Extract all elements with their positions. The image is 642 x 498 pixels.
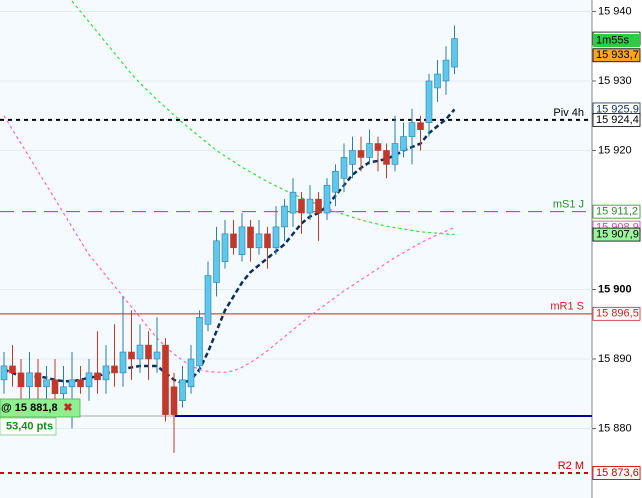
price-label-box — [592, 112, 641, 127]
y-tick-label: 15 880 — [598, 422, 632, 434]
price-label: 15 924,4 — [596, 114, 639, 126]
candle-body — [238, 226, 246, 256]
candle-body — [17, 372, 25, 388]
candle-body — [77, 379, 84, 388]
candle-body — [170, 386, 178, 415]
price-axis — [592, 0, 642, 498]
candle-body — [94, 372, 101, 381]
candle-body — [281, 205, 288, 228]
candle-body — [60, 386, 67, 395]
level-label: mS1 J — [553, 199, 584, 211]
candle-body — [187, 358, 195, 388]
candle-body — [51, 379, 59, 395]
candle-body — [230, 233, 237, 249]
candle-body — [349, 150, 356, 165]
candle-body — [128, 351, 135, 360]
candle-body — [425, 80, 433, 123]
price-label-box — [592, 48, 641, 63]
candle-body — [9, 365, 16, 374]
candle-body — [357, 150, 365, 158]
candle-body — [221, 233, 229, 262]
y-tick-label: 15 940 — [598, 5, 632, 17]
candle-body — [323, 184, 331, 214]
price-label: 15 925,9 — [596, 103, 639, 115]
candle-body — [119, 351, 127, 374]
candle-body — [366, 143, 373, 158]
candle-body — [408, 122, 416, 137]
countdown-box — [593, 34, 640, 47]
candle-body — [102, 365, 110, 381]
candle-body — [136, 344, 144, 360]
candle-body — [204, 275, 212, 325]
countdown: 1m55s — [596, 34, 630, 46]
y-tick-label: 15 900 — [598, 283, 632, 295]
candle-body — [451, 38, 458, 68]
plot-area — [0, 0, 592, 498]
price-label: 15 873,6 — [596, 467, 639, 479]
candle-body — [442, 59, 450, 82]
level-label: R2 M — [558, 460, 584, 472]
candle-body — [43, 379, 50, 388]
level-label: mR1 S — [550, 301, 584, 313]
candle-body — [34, 372, 42, 388]
price-label: 15 933,7 — [596, 49, 639, 61]
candle-body — [111, 365, 118, 374]
candle-body — [391, 143, 399, 165]
candle-body — [264, 233, 271, 249]
candle-body — [289, 191, 297, 214]
candle-body — [306, 198, 314, 214]
candle-body — [315, 198, 322, 214]
candle-body — [213, 240, 220, 283]
candle-body — [434, 73, 441, 89]
order-close[interactable]: ✖ — [63, 402, 72, 414]
candle-body — [383, 150, 390, 165]
candle-body — [298, 198, 305, 214]
candle-body — [340, 157, 348, 179]
candle-body — [85, 372, 93, 388]
candle-body — [162, 344, 169, 415]
order-pts: 53,40 pts — [6, 420, 53, 432]
price-label: 15 896,5 — [596, 308, 639, 320]
price-label: 15 911,2 — [596, 206, 638, 218]
moving-average — [3, 108, 456, 385]
y-tick-label: 15 890 — [598, 353, 632, 365]
candle-body — [179, 379, 186, 401]
level-label: Piv 4h — [553, 107, 584, 119]
y-tick-label: 15 930 — [598, 75, 632, 87]
candle-body — [145, 344, 152, 360]
price-label: 15 907,9 — [596, 228, 639, 240]
price-label-box — [592, 204, 641, 219]
price-label-box — [592, 466, 641, 480]
pts-box — [0, 417, 57, 436]
y-tick-label: 15 920 — [598, 144, 632, 156]
candle-body — [272, 226, 280, 249]
candle-body — [400, 136, 407, 151]
candle-body — [153, 351, 161, 360]
order-box — [0, 398, 81, 418]
order-price: @ 15 881,8 — [1, 402, 58, 414]
candle-body — [196, 316, 203, 367]
candle-body — [68, 379, 76, 388]
candle-body — [0, 365, 8, 381]
candle-body — [417, 122, 424, 130]
candle-body — [255, 233, 263, 249]
candle-body — [247, 226, 254, 249]
candle-body — [26, 372, 33, 388]
price-label-box — [592, 306, 641, 321]
candle-body — [332, 171, 339, 193]
candle-body — [374, 143, 382, 151]
price-label-box — [592, 227, 641, 242]
